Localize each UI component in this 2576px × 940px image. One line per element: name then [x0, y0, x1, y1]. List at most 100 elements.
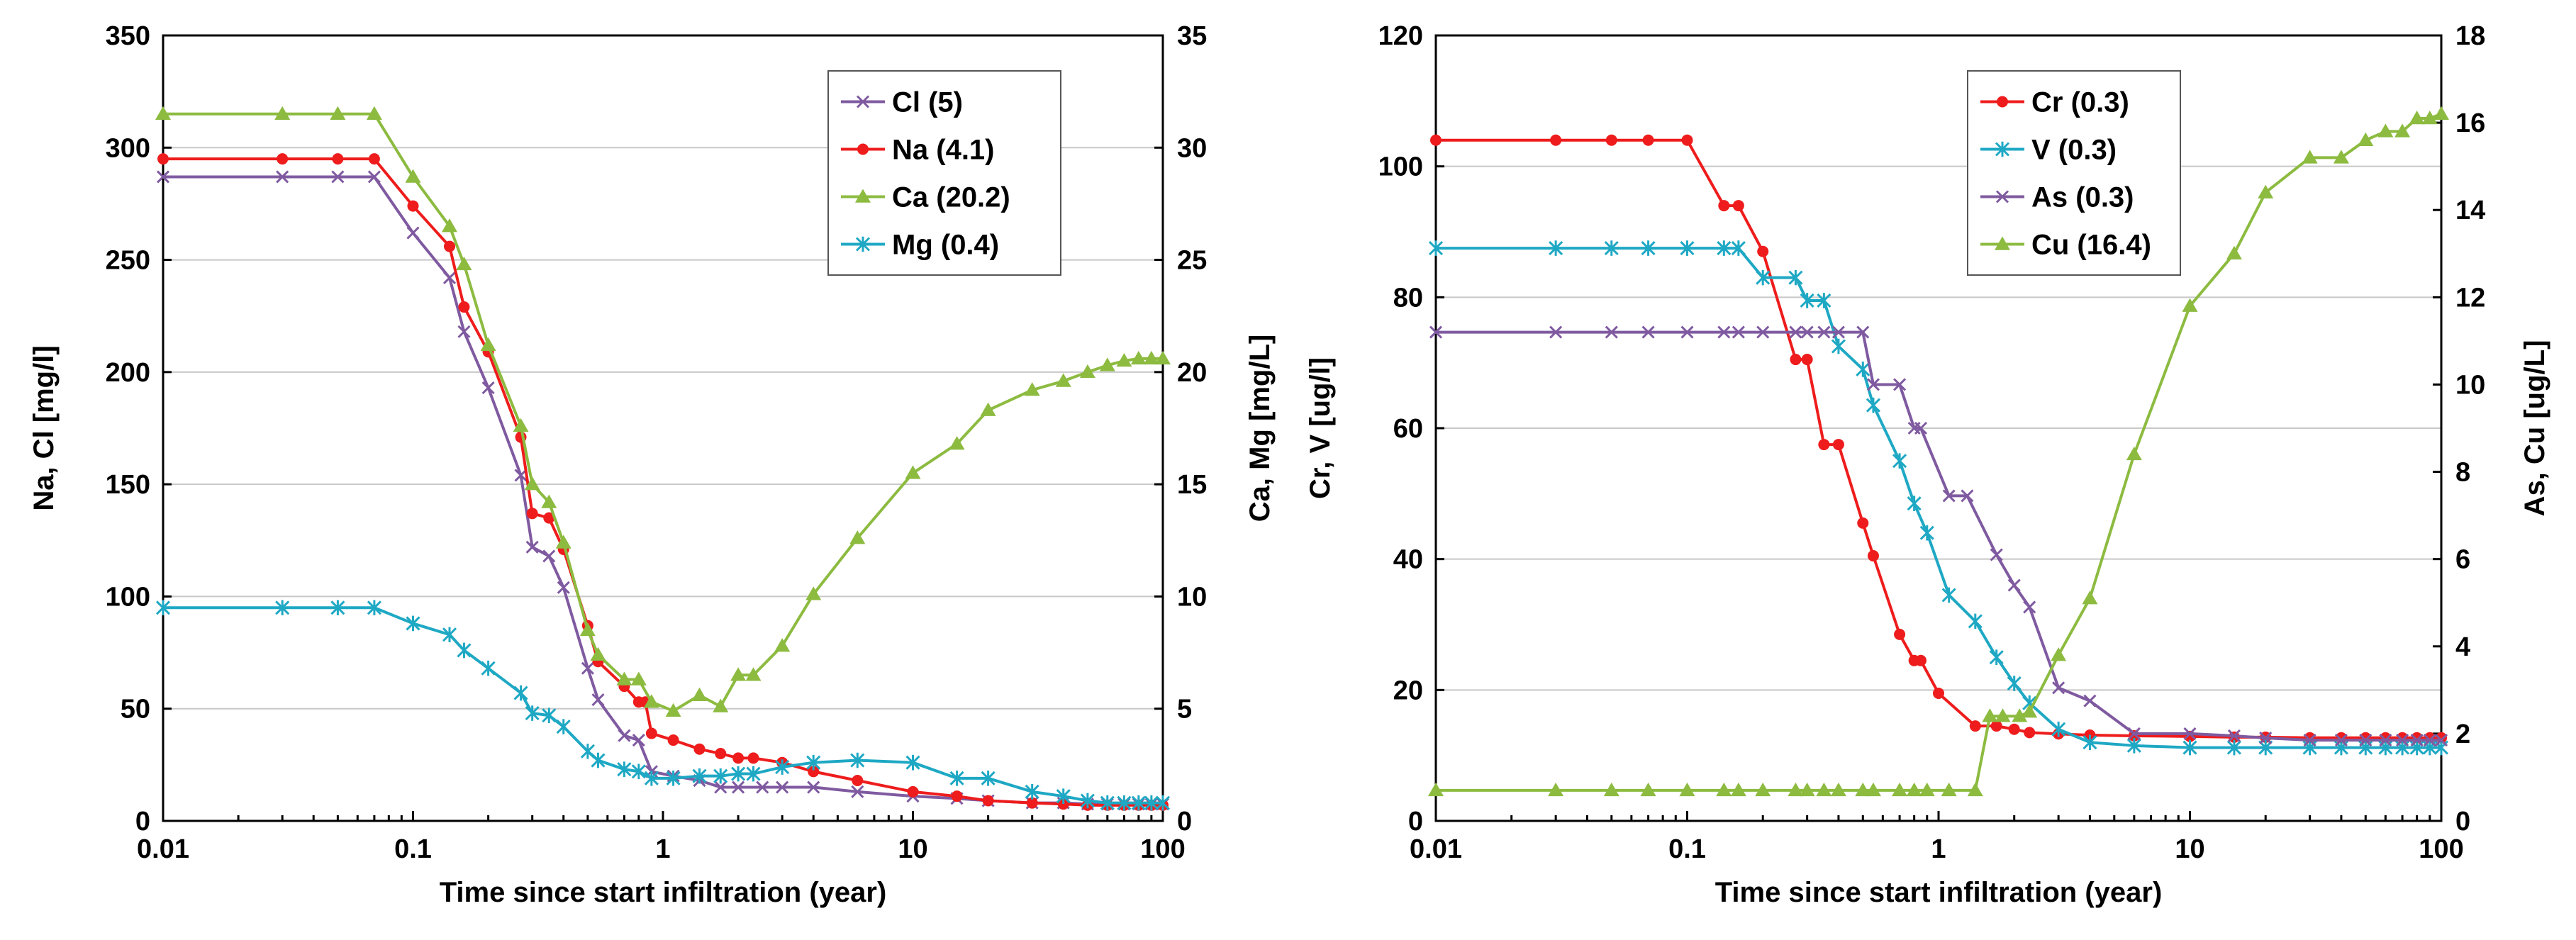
data-point — [2024, 727, 2036, 739]
y-left-tick-label: 100 — [106, 582, 150, 612]
data-point — [1549, 240, 1563, 256]
data-point — [645, 727, 657, 739]
data-point — [1969, 720, 1981, 732]
data-point — [982, 795, 994, 807]
series-mg — [155, 600, 1171, 811]
legend-label: As (0.3) — [2031, 182, 2134, 213]
data-point — [1548, 782, 1564, 797]
data-point — [2226, 245, 2242, 260]
data-point — [1055, 373, 1071, 387]
y-right-tick-label: 14 — [2455, 196, 2485, 225]
data-point — [2051, 721, 2066, 737]
y-left-tick-label: 20 — [1393, 676, 1423, 705]
data-point — [1641, 240, 1656, 256]
data-point — [513, 418, 529, 432]
data-point — [457, 325, 471, 338]
y-right-tick-label: 35 — [1177, 21, 1207, 51]
data-point — [1914, 421, 1928, 435]
legend: Cr (0.3) V (0.3) As (0.3) Cu (16.4) — [1967, 70, 2181, 276]
data-point — [1056, 788, 1071, 804]
data-point — [1893, 378, 1907, 391]
data-point — [1680, 240, 1695, 256]
legend-label: V (0.3) — [2031, 135, 2117, 166]
data-point — [756, 780, 769, 794]
data-point — [2051, 647, 2067, 661]
data-point — [277, 153, 289, 165]
data-point — [1933, 687, 1944, 699]
legend-label: Na (4.1) — [892, 135, 995, 166]
data-point — [905, 465, 921, 479]
data-point — [1831, 325, 1845, 339]
data-point — [1857, 517, 1869, 529]
x-tick-label: 1 — [655, 834, 670, 864]
data-point — [1995, 236, 2010, 250]
data-point — [807, 780, 820, 794]
y-right-tick-label: 2 — [2455, 720, 2470, 749]
y-right-tick-label: 15 — [1177, 470, 1207, 500]
y-right-tick-label: 10 — [2455, 370, 2485, 400]
data-point — [581, 661, 594, 675]
data-point — [715, 748, 727, 760]
data-point — [442, 271, 457, 284]
x-axis-title: Time since start infiltration (year) — [440, 877, 887, 908]
data-point — [579, 622, 596, 637]
y-left-tick-label: 120 — [1378, 21, 1423, 51]
data-point — [1997, 96, 2008, 108]
data-point — [691, 687, 708, 701]
data-point — [714, 780, 727, 794]
x-tick-label: 100 — [2419, 834, 2463, 864]
series-cr — [1430, 134, 2447, 744]
data-point — [367, 170, 381, 184]
data-point — [1079, 364, 1095, 379]
data-point — [1130, 350, 1147, 365]
data-point — [856, 95, 870, 108]
data-point — [692, 768, 707, 784]
data-point — [2421, 110, 2438, 125]
data-point — [1117, 795, 1132, 811]
data-point — [1080, 793, 1095, 809]
data-point — [1817, 325, 1831, 339]
data-point — [1099, 357, 1115, 371]
data-point — [330, 600, 345, 616]
data-point — [851, 785, 864, 798]
data-point — [2182, 739, 2197, 756]
data-point — [2433, 106, 2449, 121]
data-point — [513, 685, 528, 701]
data-point — [667, 734, 679, 746]
series-ca — [155, 106, 1171, 717]
y-right-tick-label: 16 — [2455, 108, 2485, 138]
data-point — [849, 530, 866, 544]
x-axis: 0.01 0.1 1 10 100 — [137, 811, 1186, 864]
data-point — [330, 106, 346, 121]
y-axis-right: 0 5 10 15 20 25 30 35 — [1154, 21, 1207, 837]
data-point — [1549, 325, 1563, 339]
x-tick-label: 10 — [898, 834, 927, 864]
data-point — [367, 600, 381, 616]
data-point — [1942, 489, 1956, 503]
y-left-tick-label: 350 — [106, 21, 150, 51]
y-right-tick-label: 4 — [2455, 632, 2470, 662]
data-point — [949, 436, 965, 450]
data-point — [155, 106, 171, 121]
y-right-tick-label: 20 — [1177, 358, 1207, 388]
series-line — [1436, 138, 2441, 739]
y-axis-left: 0 20 40 60 80 100 120 — [1378, 21, 1444, 837]
data-point — [366, 106, 382, 121]
data-point — [2358, 132, 2374, 146]
x-axis: 0.01 0.1 1 10 100 — [1410, 811, 2464, 864]
data-point — [1024, 382, 1040, 396]
data-point — [444, 240, 456, 252]
y-axis-left: 0 50 100 150 200 250 300 350 — [106, 21, 172, 837]
data-point — [852, 775, 864, 787]
legend-label: Mg (0.4) — [892, 230, 999, 261]
y-right-tick-label: 5 — [1177, 695, 1192, 724]
y-right-tick-label: 6 — [2455, 545, 2470, 575]
y-right-tick-label: 30 — [1177, 133, 1207, 163]
data-point — [406, 615, 420, 632]
data-point — [405, 169, 421, 183]
right-chart: 0.01 0.1 1 10 100020406080100120024681012141… — [1305, 21, 2550, 908]
data-point — [1967, 782, 1983, 797]
data-point — [806, 754, 821, 771]
data-point — [632, 733, 645, 747]
